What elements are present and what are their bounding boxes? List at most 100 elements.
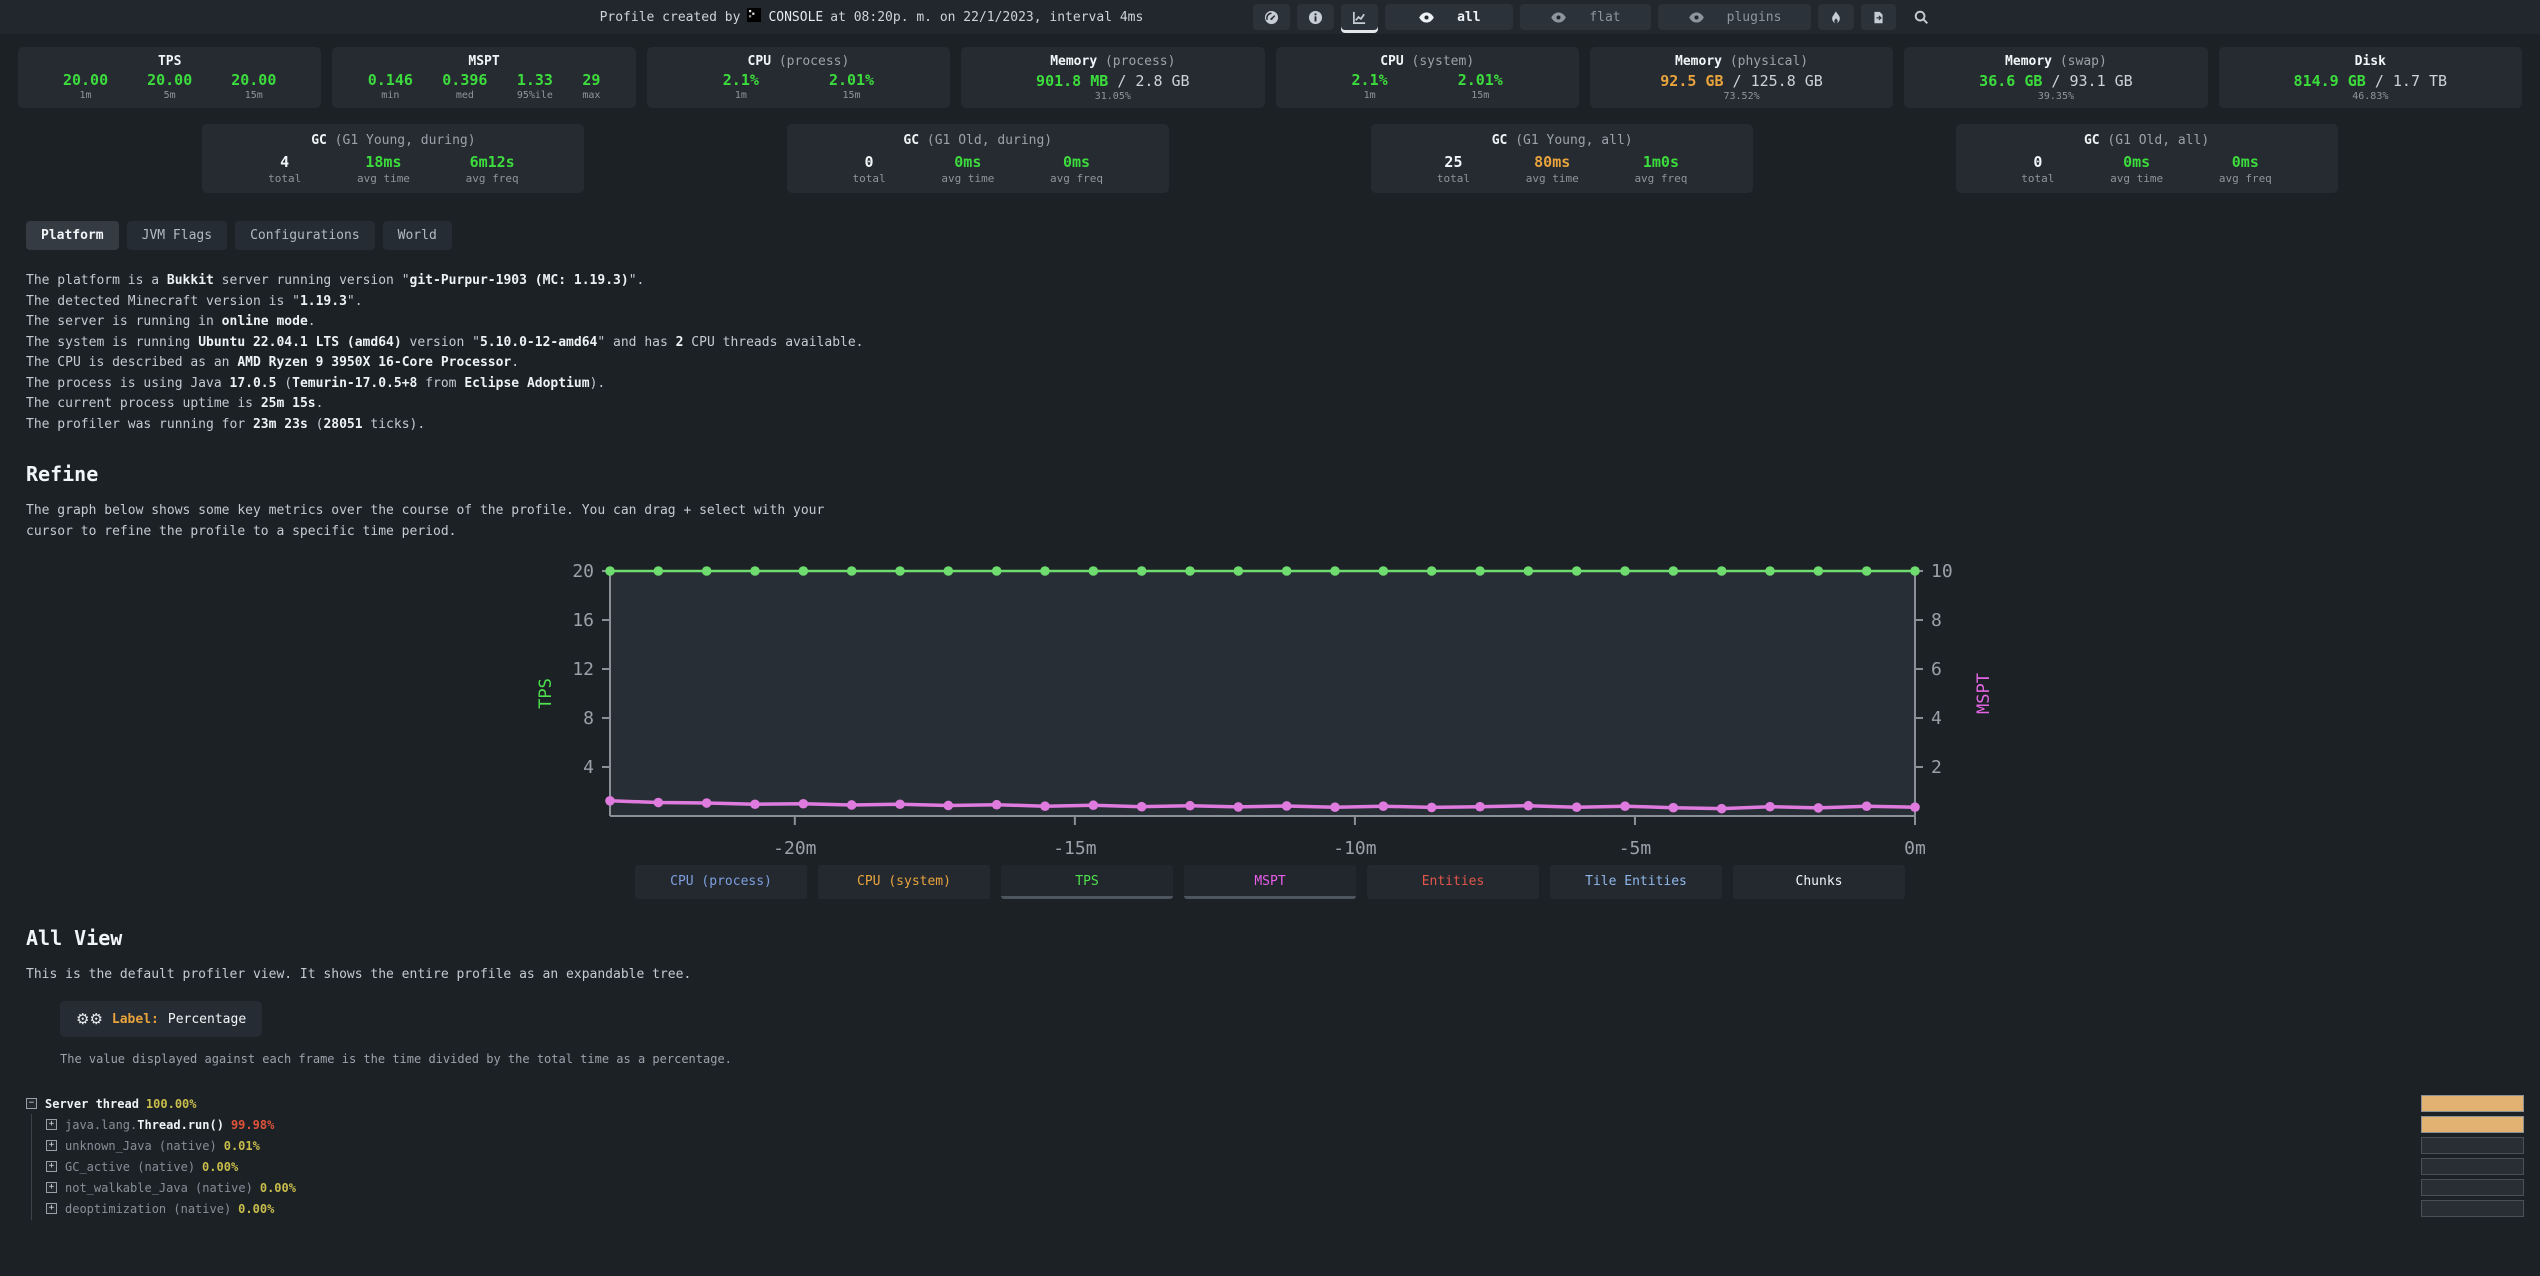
gc-metric: 6m12s avg freq [466,153,519,185]
eye-icon [1419,11,1434,23]
tree-node[interactable]: − Server thread 100.00% [0,1093,2540,1114]
percentage-bar [2421,1116,2524,1133]
gc-metric: 1m0s avg freq [1634,153,1687,185]
refine-description: The graph below shows some key metrics o… [26,503,825,539]
stat-value-label: 15m [1471,90,1490,101]
view-plugins-button[interactable]: plugins [1657,4,1812,30]
gc-card-name: GC [903,133,920,148]
legend-cpu-system[interactable]: CPU (system) [818,865,990,899]
stat-value-label: max [582,90,601,101]
tree-node[interactable]: + unknown_Java (native) 0.01% [0,1135,2540,1156]
stat-card-name: Memory [1675,54,1722,69]
platform-line: The server is running in online mode. [26,314,316,329]
usage-percent: 31.05% [1094,91,1131,102]
tree-node[interactable]: + not_walkable_Java (native) 0.00% [0,1177,2540,1198]
expand-icon[interactable]: + [46,1182,57,1193]
total-value: / 1.7 TB [2365,72,2448,90]
stat-value: 20.00 [231,71,277,89]
stat-card-title: Memory (process) [967,54,1258,69]
flame-icon [1832,10,1841,23]
usage-percent: 46.83% [2352,91,2389,102]
frame-name: deoptimization (native) [65,1201,232,1216]
stat-metric: 2.1% 1m [1352,71,1388,101]
used-value: 36.6 GB [1979,72,2043,90]
label-note: The value displayed against each frame i… [60,1052,732,1066]
gc-metric: 0ms avg freq [1050,153,1103,185]
stat-value: 2.1% [722,71,759,89]
platform-line: The CPU is described as an AMD Ryzen 9 3… [26,355,520,370]
stat-card-name: Memory [1050,54,1098,69]
platform-line: The process is using Java 17.0.5 (Temuri… [26,375,606,391]
tree-node[interactable]: + GC_active (native) 0.00% [0,1156,2540,1177]
expand-icon[interactable]: + [46,1161,57,1172]
expand-icon[interactable]: + [46,1140,57,1151]
stat-fraction: 36.6 GB / 93.1 GB [1910,72,2201,90]
expand-icon[interactable]: + [46,1119,57,1130]
legend-cpu-process[interactable]: CPU (process) [635,865,807,899]
usage-percent: 73.52% [1723,91,1760,102]
stat-card-cpu-system: CPU (system) 2.1% 1m 2.01% 15m [1275,47,1579,108]
stat-card-mspt: MSPT 0.146 min 0.396 med 1.33 95%ile 29 max [332,47,636,108]
info-button[interactable] [1297,4,1335,30]
tree-connector [31,1114,32,1220]
tree-node[interactable]: + deoptimization (native) 0.00% [0,1198,2540,1219]
graph-view-button[interactable] [1341,4,1379,30]
gc-value-label: avg time [356,172,410,185]
stat-value-label: 95%ile [516,90,553,101]
svg-text:20: 20 [572,561,594,582]
svg-text:-20m: -20m [773,838,816,859]
stat-metric: 20.00 1m [63,71,108,101]
svg-text:6: 6 [1931,659,1942,680]
stat-card-name: TPS [157,54,182,69]
export-button[interactable] [1861,4,1897,30]
legend-mspt[interactable]: MSPT [1184,865,1356,899]
stat-card-cpu-process: CPU (process) 2.1% 1m 2.01% 15m [646,47,951,108]
stat-card-name: CPU [1380,54,1404,69]
gc-metric: 0 total [853,153,886,185]
label-setting[interactable]: ⚙⚙ Label: Percentage [60,1001,263,1037]
gc-value: 1m0s [1642,153,1679,171]
legend-tile-entities[interactable]: Tile Entities [1550,865,1722,899]
profile-title-suffix: at 08:20p. m. on 22/1/2023, interval 4ms [830,9,1144,25]
view-flat-button[interactable]: flat [1520,4,1651,30]
stat-card-title: CPU (process) [653,54,944,69]
stat-fraction: 901.8 MB / 2.8 GB [967,72,1258,90]
gc-card-g1-old-all: GC (G1 Old, all) 0 total 0ms avg time 0ms avg … [1955,124,2338,193]
frame-percent: 0.00% [238,1201,275,1216]
frame-name: GC_active (native) [65,1159,196,1174]
stat-value: 2.01% [1457,71,1503,89]
gc-value-label: avg time [1525,172,1579,185]
gc-card-g1-young-all: GC (G1 Young, all) 25 total 80ms avg time 1m0… [1371,124,1754,193]
collapse-icon[interactable]: − [26,1098,37,1109]
tab-world[interactable]: World [382,221,452,250]
stat-metric: 0.396 med [442,71,487,101]
frame-percent: 0.00% [259,1180,296,1195]
search-button[interactable] [1903,4,1940,30]
view-all-button[interactable]: all [1385,4,1514,30]
stat-metric: 20.00 5m [147,71,192,101]
stat-card-title: Memory (swap) [1910,54,2201,69]
gauge-button[interactable] [1253,4,1291,30]
frame-percent: 0.00% [202,1159,239,1174]
search-icon [1915,10,1929,24]
stat-value: 20.00 [62,71,109,89]
platform-line: The current process uptime is 25m 15s. [26,396,324,411]
legend-chunks[interactable]: Chunks [1733,865,1905,899]
gc-value: 0ms [2123,153,2151,171]
legend-tps[interactable]: TPS [1001,865,1173,899]
used-value: 814.9 GB [2293,72,2366,90]
tab-platform[interactable]: Platform [26,221,119,250]
platform-line: The profiler was running for 23m 23s (28… [26,416,426,432]
gc-metric: 18ms avg time [357,153,410,185]
tab-configurations[interactable]: Configurations [235,221,375,250]
gc-value-label: avg freq [2218,172,2272,185]
flame-button[interactable] [1818,4,1855,30]
legend-entities[interactable]: Entities [1367,865,1539,899]
expand-icon[interactable]: + [46,1203,57,1214]
gc-value-label: total [2021,172,2055,185]
tab-jvm-flags[interactable]: JVM Flags [126,221,228,250]
tree-node[interactable]: + java.lang. Thread.run() 99.98% [0,1114,2540,1135]
frame-name: Thread.run() [137,1117,224,1132]
percentage-bar [2421,1179,2524,1196]
